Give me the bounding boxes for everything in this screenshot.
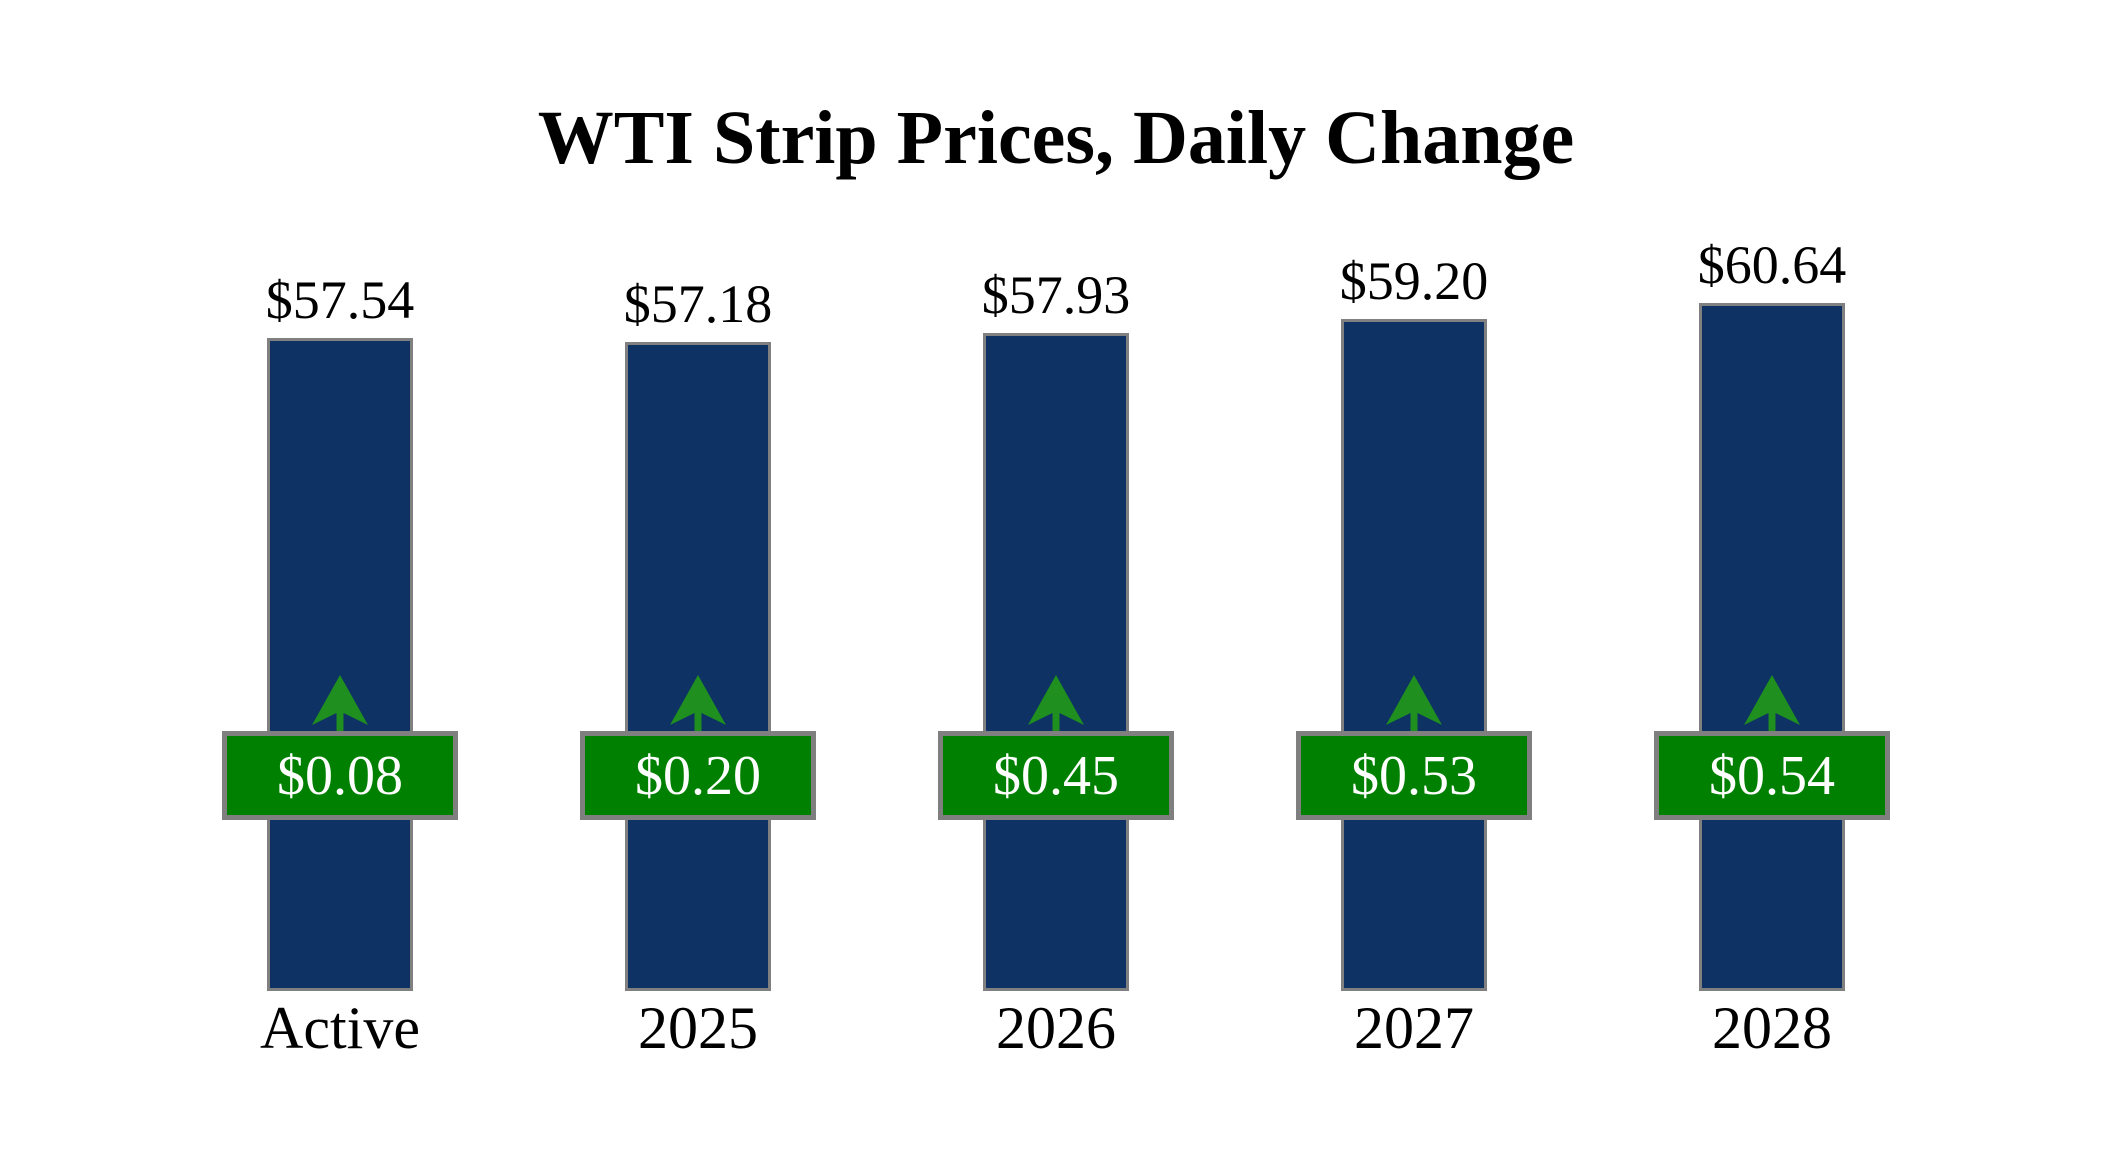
category-label: Active: [260, 995, 420, 1061]
up-arrow-icon: [312, 675, 368, 731]
up-arrow-icon: [1744, 675, 1800, 731]
up-arrow-icon: [1028, 675, 1084, 731]
up-arrow-icon: [1386, 675, 1442, 731]
change-badge: $0.20: [580, 731, 816, 820]
bar: [1341, 319, 1487, 991]
bar: [625, 342, 771, 991]
change-label: $0.20: [635, 744, 761, 807]
bar: [267, 338, 413, 991]
price-label: $57.54: [265, 270, 415, 330]
change-label: $0.53: [1351, 744, 1477, 807]
category-label: 2028: [1712, 995, 1832, 1061]
change-label: $0.08: [277, 744, 403, 807]
price-label: $60.64: [1697, 235, 1847, 295]
bar: [983, 333, 1129, 991]
bar: [1699, 303, 1845, 991]
change-badge: $0.08: [222, 731, 458, 820]
chart-title: WTI Strip Prices, Daily Change: [537, 96, 1575, 180]
category-label: 2027: [1354, 995, 1474, 1061]
price-label: $57.18: [623, 274, 773, 334]
change-label: $0.54: [1709, 744, 1835, 807]
change-badge: $0.53: [1296, 731, 1532, 820]
up-arrow-icon: [670, 675, 726, 731]
change-badge: $0.54: [1654, 731, 1890, 820]
category-label: 2026: [996, 995, 1116, 1061]
change-badge: $0.45: [938, 731, 1174, 820]
change-label: $0.45: [993, 744, 1119, 807]
price-label: $57.93: [981, 265, 1131, 325]
price-label: $59.20: [1339, 251, 1489, 311]
category-label: 2025: [638, 995, 758, 1061]
